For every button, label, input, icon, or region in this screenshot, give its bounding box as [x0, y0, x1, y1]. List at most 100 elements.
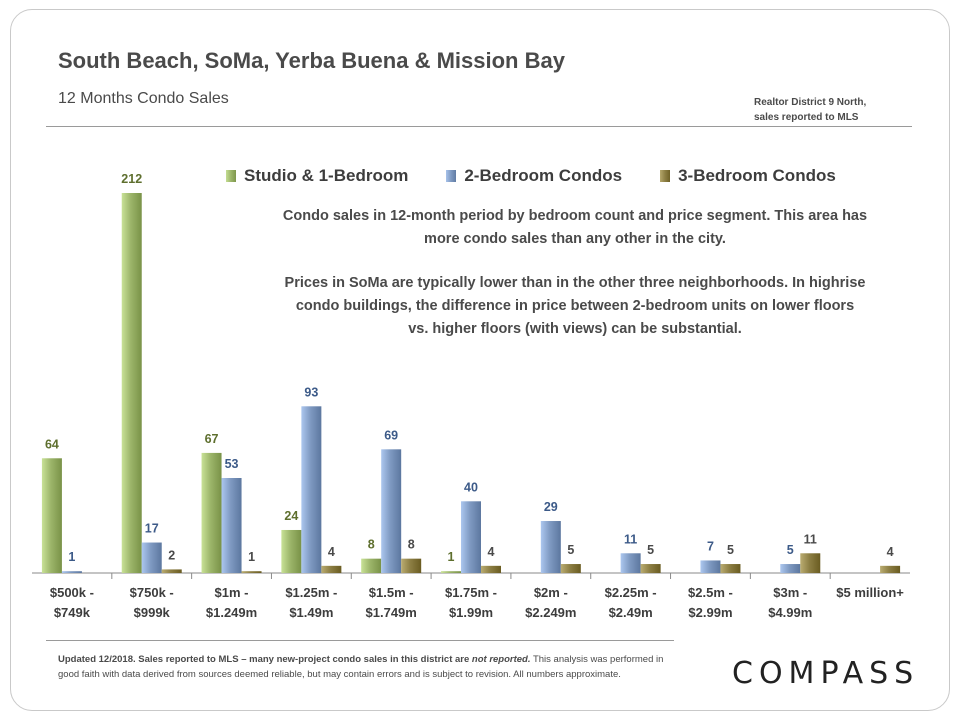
- data-label-studio-2: 67: [205, 432, 219, 446]
- x-tick-label-0: $500k -: [50, 585, 94, 600]
- data-label-studio-4: 8: [368, 538, 375, 552]
- bar-studio-5: [441, 571, 461, 573]
- legend-label-studio: Studio & 1-Bedroom: [244, 166, 409, 185]
- bar-2bed-8: [700, 560, 721, 573]
- data-label-3bed-3: 4: [328, 545, 335, 559]
- bar-3bed-8: [720, 564, 741, 573]
- annotation-line: condo buildings, the difference in price…: [295, 298, 855, 314]
- annotation-paragraph-1: Condo sales in 12-month period by bedroo…: [230, 205, 920, 251]
- data-label-studio-3: 24: [284, 509, 298, 523]
- footer-italic: not reported.: [471, 654, 531, 665]
- legend-label-3bed: 3-Bedroom Condos: [678, 166, 836, 185]
- annotation-line: Condo sales in 12-month period by bedroo…: [282, 208, 868, 224]
- x-tick-label-2: $1m -: [215, 585, 249, 600]
- x-tick-label-7: $2.49m: [609, 605, 653, 620]
- bar-studio-1: [121, 193, 142, 573]
- bar-2bed-0: [61, 571, 82, 573]
- legend-item-2bed: 2-Bedroom Condos: [446, 166, 622, 186]
- bar-3bed-5: [481, 565, 501, 573]
- page-subtitle: 12 Months Condo Sales: [58, 90, 229, 107]
- data-label-3bed-8: 5: [727, 543, 734, 557]
- compass-logo: COMPASS: [732, 656, 920, 691]
- bar-studio-2: [201, 452, 222, 573]
- data-label-2bed-2: 53: [225, 457, 239, 471]
- bar-2bed-7: [620, 553, 641, 573]
- bar-2bed-6: [540, 521, 561, 573]
- annotation-line: vs. higher floors (with views) can be su…: [408, 321, 742, 337]
- header-divider: [46, 126, 912, 127]
- x-tick-label-9: $4.99m: [768, 605, 812, 620]
- bar-2bed-3: [301, 406, 322, 573]
- bar-studio-4: [361, 558, 382, 573]
- data-label-3bed-5: 4: [488, 545, 495, 559]
- x-tick-label-4: $1.749m: [366, 605, 417, 620]
- source-note-line2: sales reported to MLS: [754, 112, 859, 123]
- bar-3bed-3: [321, 565, 342, 573]
- data-label-3bed-6: 5: [567, 543, 574, 557]
- data-label-studio-1: 212: [121, 172, 142, 186]
- data-label-3bed-2: 1: [248, 550, 255, 564]
- legend-label-2bed: 2-Bedroom Condos: [464, 166, 623, 185]
- x-tick-label-7: $2.25m -: [605, 585, 657, 600]
- data-label-3bed-4: 8: [408, 538, 415, 552]
- x-tick-label-5: $1.99m: [449, 605, 493, 620]
- bar-3bed-10: [880, 565, 901, 573]
- data-label-2bed-1: 17: [145, 522, 159, 536]
- footer-divider: [46, 640, 674, 641]
- bar-2bed-1: [141, 542, 162, 573]
- bar-studio-3: [281, 529, 302, 573]
- x-tick-label-2: $1.249m: [206, 605, 257, 620]
- x-tick-label-1: $750k -: [130, 585, 174, 600]
- chart-legend: Studio & 1-Bedroom 2-Bedroom Condos 3-Be…: [226, 166, 874, 186]
- bar-2bed-2: [221, 478, 242, 573]
- page-title: South Beach, SoMa, Yerba Buena & Mission…: [58, 48, 565, 73]
- x-tick-label-8: $2.99m: [688, 605, 732, 620]
- data-label-studio-5: 1: [448, 550, 455, 564]
- bar-studio-0: [41, 458, 62, 573]
- data-label-3bed-7: 5: [647, 543, 654, 557]
- annotation-line: more condo sales than any other in the c…: [424, 231, 726, 247]
- bar-3bed-1: [161, 569, 182, 573]
- data-label-3bed-9: 11: [804, 532, 817, 546]
- x-tick-label-9: $3m -: [773, 585, 807, 600]
- bar-2bed-9: [780, 564, 801, 573]
- bar-2bed-4: [381, 449, 402, 573]
- bar-2bed-5: [461, 501, 481, 573]
- x-tick-label-5: $1.75m -: [445, 585, 497, 600]
- annotation-line: Prices in SoMa are typically lower than …: [284, 275, 866, 291]
- data-label-2bed-0: 1: [68, 550, 75, 564]
- bar-3bed-7: [640, 564, 661, 573]
- data-label-2bed-6: 29: [544, 500, 558, 514]
- x-tick-label-10: $5 million+: [836, 585, 904, 600]
- legend-swatch-3bed: [660, 170, 671, 182]
- bar-3bed-6: [560, 564, 581, 573]
- legend-swatch-studio: [226, 170, 236, 182]
- footer-bold: Updated 12/2018. Sales reported to MLS –…: [58, 654, 470, 665]
- x-tick-label-3: $1.25m -: [285, 585, 337, 600]
- x-tick-label-6: $2m -: [534, 585, 568, 600]
- footer-rest: This analysis was performed in good fait…: [58, 654, 664, 680]
- data-label-3bed-1: 2: [168, 548, 175, 562]
- x-tick-label-6: $2.249m: [525, 605, 576, 620]
- legend-item-3bed: 3-Bedroom Condos: [660, 166, 836, 186]
- x-tick-label-0: $749k: [54, 605, 91, 620]
- data-label-2bed-8: 7: [707, 539, 714, 553]
- annotation-paragraph-2: Prices in SoMa are typically lower than …: [230, 272, 920, 341]
- bar-3bed-2: [241, 571, 262, 573]
- x-tick-label-1: $999k: [134, 605, 171, 620]
- bar-3bed-9: [800, 553, 821, 573]
- footer-disclaimer: Updated 12/2018. Sales reported to MLS –…: [58, 652, 668, 682]
- source-note: Realtor District 9 North, sales reported…: [754, 95, 866, 125]
- legend-item-studio: Studio & 1-Bedroom: [226, 166, 408, 186]
- x-tick-label-4: $1.5m -: [369, 585, 414, 600]
- data-label-2bed-7: 11: [624, 532, 637, 546]
- data-label-2bed-5: 40: [464, 480, 478, 494]
- data-label-studio-0: 64: [45, 437, 59, 451]
- source-note-line1: Realtor District 9 North,: [754, 97, 867, 108]
- data-label-2bed-3: 93: [304, 385, 318, 399]
- data-label-2bed-4: 69: [384, 428, 398, 442]
- data-label-2bed-9: 5: [787, 543, 794, 557]
- bar-3bed-4: [401, 558, 422, 573]
- legend-swatch-2bed: [446, 170, 457, 182]
